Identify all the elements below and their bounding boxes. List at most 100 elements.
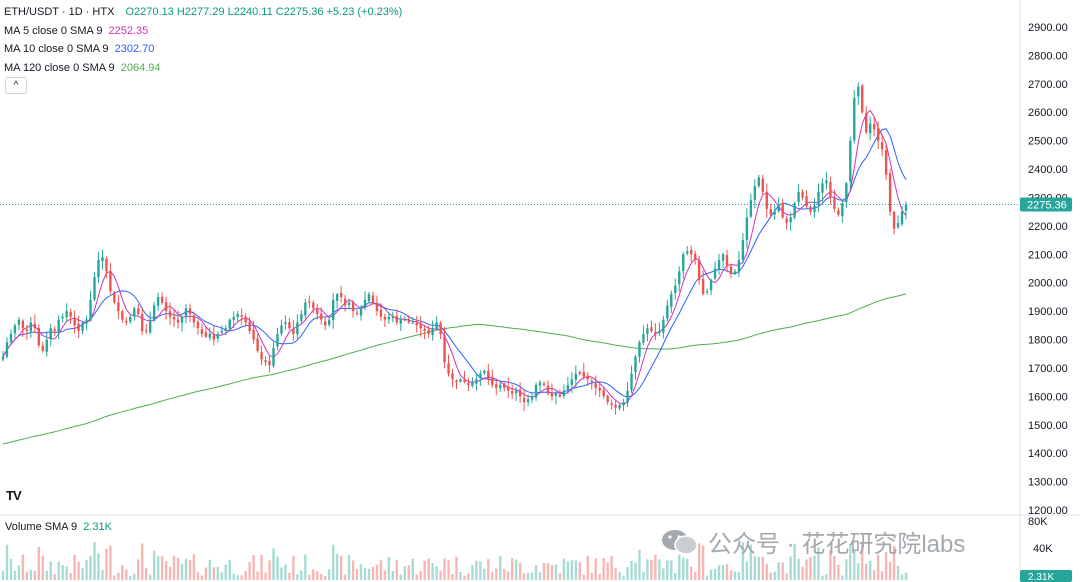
volume-bar (479, 561, 482, 580)
candle (598, 387, 601, 391)
ma5-line (2, 109, 907, 405)
volume-bar (678, 554, 681, 580)
volume-bar (81, 568, 84, 580)
chevron-up-icon: ^ (13, 80, 19, 91)
volume-bar (208, 559, 212, 580)
candle (845, 183, 848, 202)
volume-bar (650, 559, 653, 580)
candle (57, 319, 60, 333)
candle (861, 85, 864, 113)
candle (17, 319, 21, 325)
volume-bar (491, 572, 494, 580)
symbol-title[interactable]: ETH/USDT · 1D · HTX (4, 6, 115, 18)
candle (813, 205, 816, 212)
candle (184, 308, 188, 317)
candle (391, 316, 395, 319)
candle (654, 331, 657, 334)
candle (825, 180, 828, 184)
volume-bar (530, 572, 534, 580)
volume-bar (550, 564, 554, 580)
candle (200, 329, 204, 334)
candle (240, 315, 243, 317)
volume-bar (522, 573, 526, 580)
volume-bar (765, 563, 768, 580)
volume-bar (717, 565, 721, 580)
candle (888, 173, 892, 212)
candle (256, 338, 259, 351)
price-tick-label: 1400.00 (1028, 448, 1068, 460)
volume-bar (256, 571, 259, 580)
price-tick-label: 2600.00 (1028, 107, 1068, 119)
ma10-legend[interactable]: MA 10 close 0 SMA 9 2302.70 (4, 40, 402, 59)
volume-bar (260, 554, 263, 580)
volume-tick-label: 80K (1028, 516, 1048, 528)
candle (21, 320, 25, 329)
volume-bar (109, 545, 112, 580)
current-price-label: 2275.36 (1027, 199, 1067, 211)
volume-bar (415, 574, 418, 580)
volume-bar (141, 543, 144, 580)
collapse-legend-button[interactable]: ^ (5, 77, 27, 94)
candle (558, 394, 562, 397)
tradingview-logo[interactable]: TV (6, 488, 22, 503)
volume-bar (192, 554, 196, 580)
candle (280, 325, 283, 334)
volume-bar (184, 558, 188, 580)
candle (93, 277, 96, 300)
volume-bar (861, 543, 864, 580)
volume-bar (849, 544, 852, 580)
candle (403, 319, 406, 321)
volume-bar (642, 571, 645, 580)
candle (308, 301, 311, 303)
volume-bar (733, 571, 737, 580)
volume-bar (33, 570, 37, 580)
candle (172, 316, 176, 320)
candle (168, 311, 172, 317)
candle (872, 124, 876, 130)
volume-bar (888, 562, 892, 580)
volume-bar (904, 572, 908, 580)
volume-bar (793, 543, 796, 580)
candle (105, 258, 108, 272)
ma10-value: 2302.70 (114, 43, 155, 56)
volume-legend[interactable]: Volume SMA 9 2.31K (5, 521, 112, 533)
candle (427, 329, 430, 334)
volume-bar (534, 565, 538, 580)
candle (97, 259, 100, 278)
volume-bar (148, 574, 152, 580)
candle (479, 373, 482, 378)
candle (682, 254, 685, 272)
candle (9, 333, 13, 343)
candle (224, 328, 227, 332)
candle (709, 279, 713, 291)
candle (268, 360, 271, 366)
volume-bar (630, 560, 633, 580)
volume-bar (288, 572, 291, 580)
ma120-legend[interactable]: MA 120 close 0 SMA 9 2064.94 (4, 59, 402, 78)
volume-bar (785, 573, 788, 580)
candle (717, 259, 721, 270)
candle (765, 191, 768, 209)
volume-bar (168, 566, 172, 580)
candle (578, 371, 581, 374)
candle (180, 316, 184, 323)
candle (292, 328, 295, 334)
volume-bar (554, 564, 558, 580)
candle (467, 383, 470, 385)
volume-bar (21, 554, 25, 580)
volume-bar (900, 574, 904, 580)
candle (204, 332, 208, 337)
candle (37, 328, 40, 346)
volume-bar (853, 550, 856, 580)
volume-bar (451, 573, 454, 580)
ma5-legend[interactable]: MA 5 close 0 SMA 9 2252.35 (4, 22, 402, 41)
candle (538, 382, 542, 386)
volume-bar (789, 556, 792, 580)
volume-bar (407, 565, 410, 580)
price-tick-label: 1600.00 (1028, 391, 1068, 403)
candle (483, 370, 486, 373)
candle (228, 319, 231, 329)
candle (220, 331, 223, 333)
volume-bar (566, 561, 570, 580)
